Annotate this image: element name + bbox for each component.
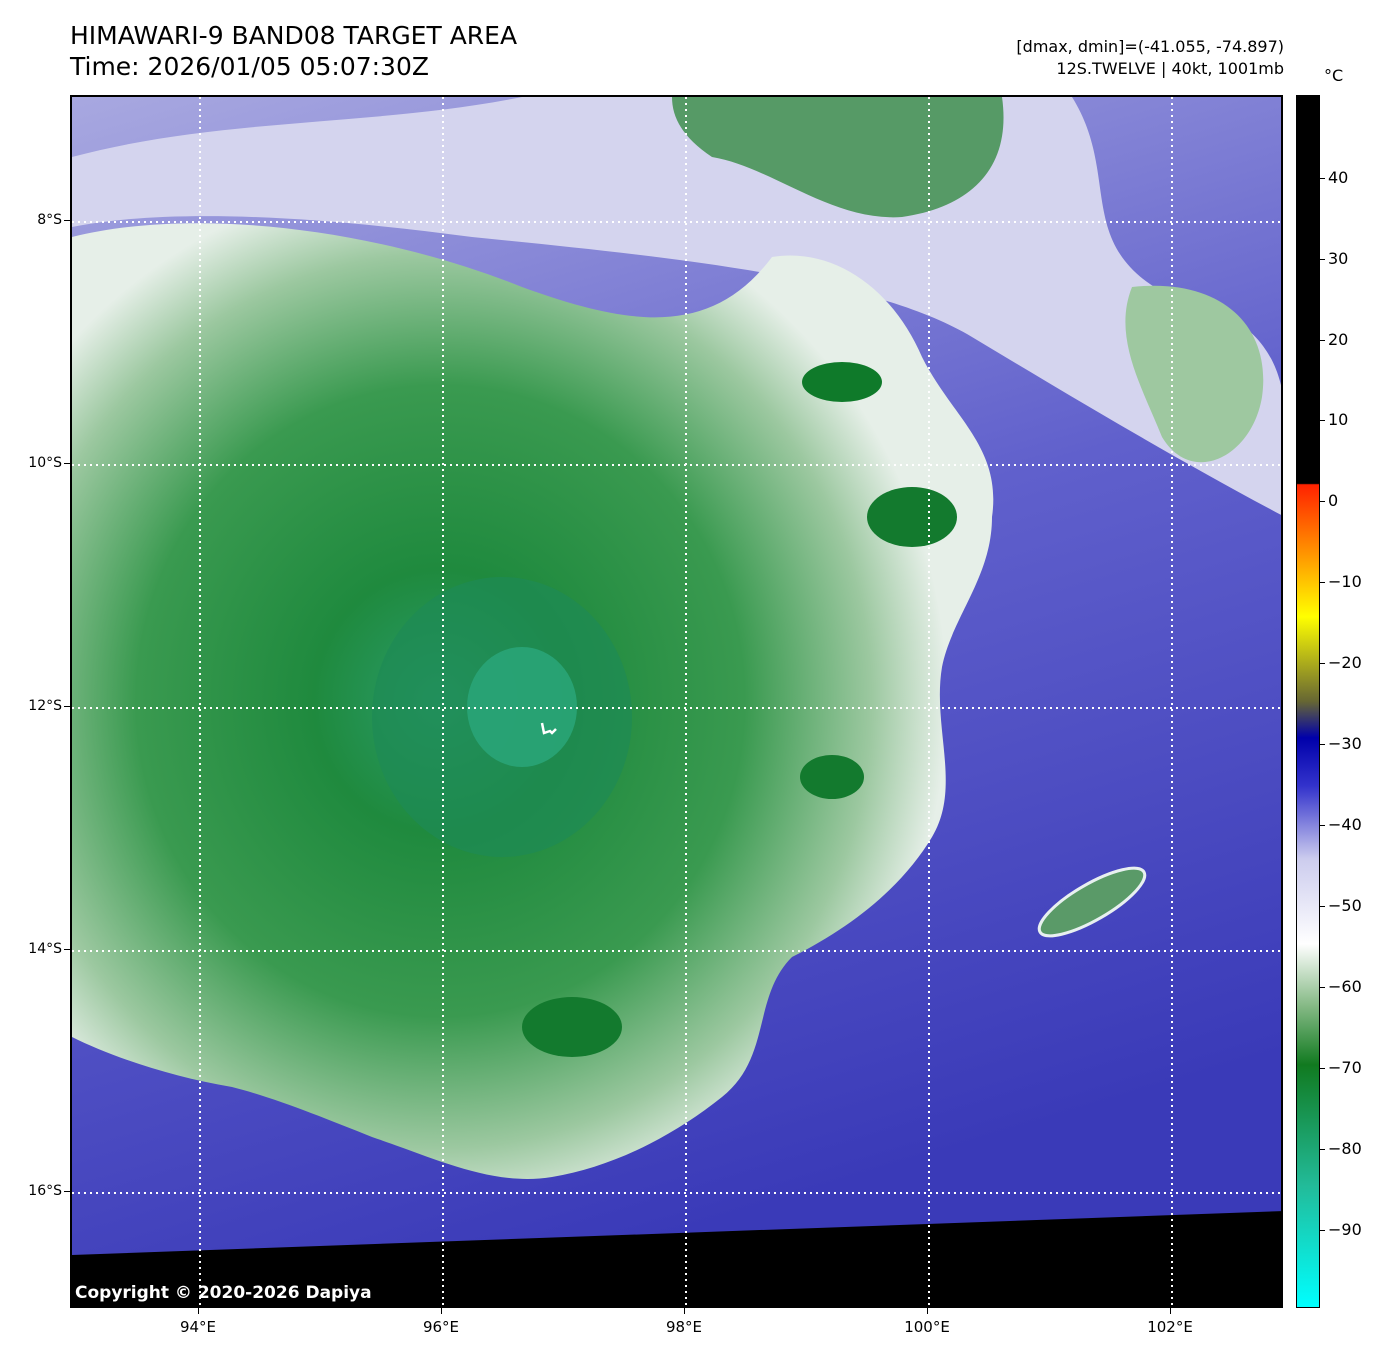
colorbar-unit: °C [1324, 66, 1344, 85]
colorbar-label: 10 [1328, 410, 1349, 429]
storm-center-marker [540, 722, 557, 735]
lat-label-16s: 16°S [28, 1183, 62, 1199]
graticule [72, 97, 1281, 1306]
lon-label-102e: 102°E [1147, 1318, 1193, 1336]
chart-title-block: HIMAWARI-9 BAND08 TARGET AREA Time: 2026… [70, 20, 517, 82]
colorbar-tick [1320, 1230, 1325, 1231]
lon-label-96e: 96°E [422, 1318, 460, 1336]
storm-label: 12S.TWELVE | 40kt, 1001mb [1056, 59, 1284, 78]
lat-label-12s: 12°S [28, 698, 62, 714]
colorbar-label: −10 [1328, 572, 1362, 591]
colorbar-tick [1320, 906, 1325, 907]
lon-label-94e: 94°E [179, 1318, 217, 1336]
lon-label-100e: 100°E [904, 1318, 950, 1336]
lon-tick [927, 1308, 928, 1314]
convective-cell-2 [867, 487, 957, 547]
colorbar-label: −60 [1328, 977, 1362, 996]
lat-tick [64, 1191, 70, 1192]
convective-cell-4 [522, 997, 622, 1057]
colorbar-tick [1320, 420, 1325, 421]
data-range: [dmax, dmin]=(-41.055, -74.897) [1016, 37, 1284, 56]
colorbar-tick [1320, 1068, 1325, 1069]
cloud-band-green-ne [672, 97, 1004, 218]
satellite-image [70, 95, 1283, 1308]
isolated-cloud [1037, 866, 1147, 938]
lon-tick [684, 1308, 685, 1314]
colorbar-label: −50 [1328, 896, 1362, 915]
colorbar-tick [1320, 663, 1325, 664]
lon-tick [1170, 1308, 1171, 1314]
colorbar-label: 0 [1328, 491, 1339, 510]
chart-title: HIMAWARI-9 BAND08 TARGET AREA [70, 21, 518, 50]
lat-tick [64, 949, 70, 950]
lon-tick [441, 1308, 442, 1314]
no-data-region [72, 1211, 1281, 1306]
colorbar [1296, 95, 1320, 1308]
colorbar-label: −20 [1328, 653, 1362, 672]
cloud-band-east [1125, 285, 1264, 463]
colorbar-label: −30 [1328, 734, 1362, 753]
colorbar-tick [1320, 178, 1325, 179]
colorbar-tick [1320, 825, 1325, 826]
copyright: Copyright © 2020-2026 Dapiya [75, 1283, 372, 1303]
lat-label-10s: 10°S [28, 455, 62, 471]
colorbar-label: −40 [1328, 815, 1362, 834]
satellite-imagery [72, 97, 1281, 1306]
colorbar-label: 20 [1328, 330, 1349, 349]
colorbar-label: −80 [1328, 1139, 1362, 1158]
colorbar-label: −70 [1328, 1058, 1362, 1077]
lat-tick [64, 220, 70, 221]
storm-info: [dmax, dmin]=(-41.055, -74.897) 12S.TWEL… [1016, 36, 1284, 80]
lon-tick [198, 1308, 199, 1314]
lat-tick [64, 463, 70, 464]
colorbar-tick [1320, 259, 1325, 260]
colorbar-gradient [1297, 96, 1319, 1307]
colorbar-tick [1320, 744, 1325, 745]
colorbar-label: −90 [1328, 1220, 1362, 1239]
convective-cell-3 [800, 755, 864, 799]
chart-time: Time: 2026/01/05 05:07:30Z [70, 52, 429, 81]
colorbar-tick [1320, 1149, 1325, 1150]
convective-cell-1 [802, 362, 882, 402]
lat-tick [64, 706, 70, 707]
colorbar-tick [1320, 987, 1325, 988]
colorbar-label: 40 [1328, 168, 1349, 187]
colorbar-tick [1320, 501, 1325, 502]
colorbar-tick [1320, 340, 1325, 341]
colorbar-label: 30 [1328, 249, 1349, 268]
colorbar-tick [1320, 582, 1325, 583]
lat-label-14s: 14°S [28, 941, 62, 957]
lat-label-8s: 8°S [37, 212, 62, 228]
cloud-band-north [72, 97, 1281, 515]
lon-label-98e: 98°E [665, 1318, 703, 1336]
